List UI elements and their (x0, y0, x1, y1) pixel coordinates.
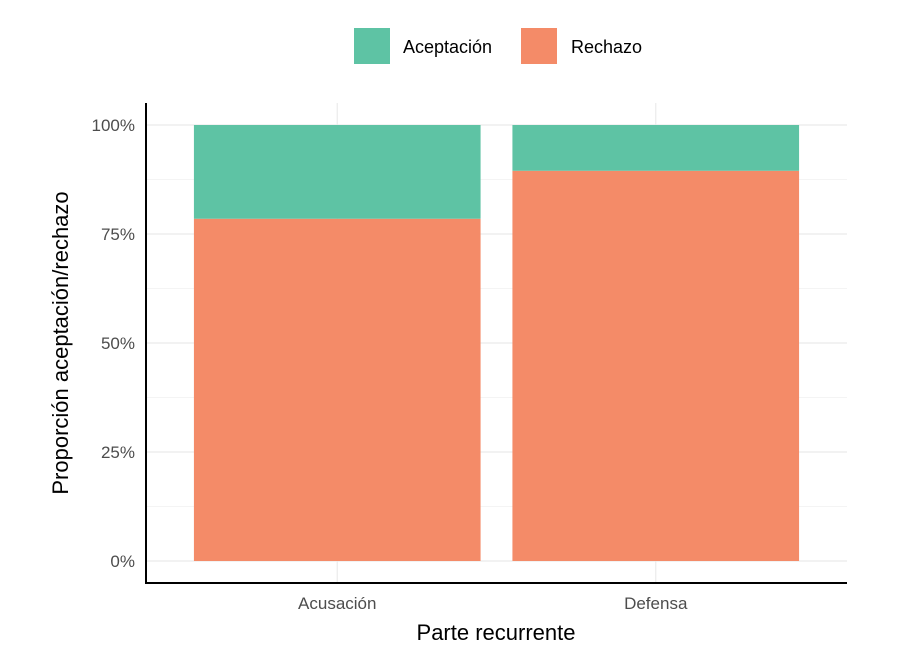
y-tick-label: 0% (110, 552, 135, 571)
y-tick-label: 75% (101, 225, 135, 244)
x-tick-label: Acusación (298, 594, 376, 613)
x-axis-title: Parte recurrente (417, 620, 576, 645)
x-tick-labels: Acusación Defensa (298, 594, 688, 613)
y-tick-label: 25% (101, 443, 135, 462)
axes (145, 103, 847, 584)
y-axis-title: Proporción aceptación/rechazo (48, 191, 73, 494)
x-tick-label: Defensa (624, 594, 688, 613)
legend-swatch-aceptacion (354, 28, 390, 64)
legend: Aceptación Rechazo (354, 28, 642, 64)
bar-aceptacion-2 (512, 125, 800, 171)
bar-aceptacion-1 (193, 125, 481, 219)
bars (193, 125, 800, 562)
legend-label-aceptacion: Aceptación (403, 37, 492, 57)
legend-label-rechazo: Rechazo (571, 37, 642, 57)
y-tick-labels: 0% 25% 50% 75% 100% (92, 116, 135, 571)
y-tick-label: 100% (92, 116, 135, 135)
bar-rechazo-1 (193, 218, 481, 562)
legend-swatch-rechazo (521, 28, 557, 64)
bar-rechazo-2 (512, 170, 800, 561)
y-tick-label: 50% (101, 334, 135, 353)
